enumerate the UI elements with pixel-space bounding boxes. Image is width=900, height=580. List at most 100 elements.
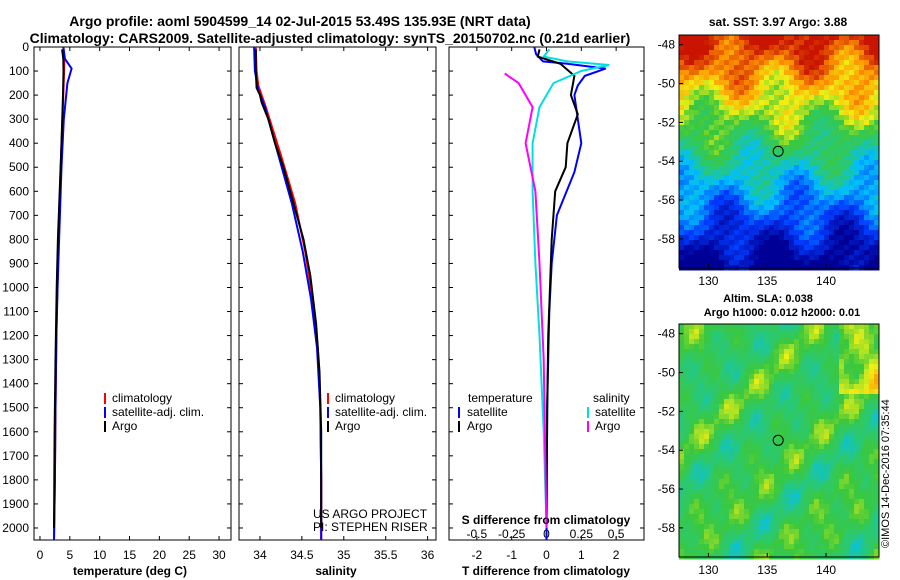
map-cell xyxy=(854,95,860,101)
map-cell xyxy=(804,125,810,131)
map-cell xyxy=(874,344,880,350)
map-cell xyxy=(819,529,825,535)
map-cell xyxy=(874,120,880,126)
map-cell xyxy=(764,85,770,91)
map-cell xyxy=(764,364,770,370)
map-cell xyxy=(854,235,860,241)
map-cell xyxy=(729,509,735,515)
map-cell xyxy=(859,235,865,241)
map-cell xyxy=(689,394,695,400)
map-cell xyxy=(709,215,715,221)
map-cell xyxy=(679,434,685,440)
map-cell xyxy=(864,195,870,201)
map-cell xyxy=(759,404,765,410)
map-cell xyxy=(694,394,700,400)
map-cell xyxy=(759,449,765,455)
map-cell xyxy=(869,354,875,360)
map-cell xyxy=(844,45,850,51)
map-cell xyxy=(804,419,810,425)
map-cell xyxy=(819,185,825,191)
map-cell xyxy=(769,85,775,91)
map-cell xyxy=(779,170,785,176)
map-cell xyxy=(739,344,745,350)
map-cell xyxy=(779,60,785,66)
map-cell xyxy=(864,70,870,76)
map-cell xyxy=(774,484,780,490)
map-cell xyxy=(824,474,830,480)
map-cell xyxy=(814,80,820,86)
map-cell xyxy=(704,205,710,211)
map-cell xyxy=(799,60,805,66)
map-cell xyxy=(729,240,735,246)
map-cell xyxy=(714,534,720,540)
map-cell xyxy=(859,369,865,375)
map-cell xyxy=(774,255,780,261)
map-cell xyxy=(704,479,710,485)
map-cell xyxy=(779,504,785,510)
map-cell xyxy=(819,105,825,111)
map-cell xyxy=(834,90,840,96)
map-cell xyxy=(714,165,720,171)
map-cell xyxy=(744,359,750,365)
map-cell xyxy=(849,55,855,61)
map-cell xyxy=(724,80,730,86)
map-cell xyxy=(864,125,870,131)
map-cell xyxy=(789,479,795,485)
map-cell xyxy=(854,434,860,440)
map-cell xyxy=(829,50,835,56)
map-cell xyxy=(874,364,880,370)
map-cell xyxy=(809,424,815,430)
map-cell xyxy=(829,215,835,221)
map-cell xyxy=(739,349,745,355)
map-cell xyxy=(779,539,785,545)
map-cell xyxy=(854,230,860,236)
map-cell xyxy=(874,459,880,465)
map-cell xyxy=(689,334,695,340)
map-cell xyxy=(849,255,855,261)
s-tick-label: 0.25 xyxy=(570,527,594,541)
map-cell xyxy=(849,499,855,505)
map-cell xyxy=(704,175,710,181)
map-cell xyxy=(874,175,880,181)
map-cell xyxy=(844,509,850,515)
map-cell xyxy=(784,150,790,156)
map-cell xyxy=(769,105,775,111)
map-cell xyxy=(759,514,765,520)
map-cell xyxy=(769,529,775,535)
map-cell xyxy=(819,494,825,500)
map-cell xyxy=(719,70,725,76)
map-cell xyxy=(774,384,780,390)
map-cell xyxy=(784,210,790,216)
map-cell xyxy=(689,509,695,515)
map-cell xyxy=(834,240,840,246)
map-cell xyxy=(724,399,730,405)
map-cell xyxy=(684,434,690,440)
map-cell xyxy=(849,504,855,510)
map-cell xyxy=(814,70,820,76)
map-cell xyxy=(754,489,760,495)
map-cell xyxy=(704,185,710,191)
map-cell xyxy=(764,454,770,460)
map-cell xyxy=(739,135,745,141)
map-cell xyxy=(769,364,775,370)
map-cell xyxy=(734,459,740,465)
map-cell xyxy=(844,379,850,385)
map-cell xyxy=(824,354,830,360)
map-cell xyxy=(784,145,790,151)
map-cell xyxy=(844,185,850,191)
map-cell xyxy=(854,35,860,41)
map-cell xyxy=(744,534,750,540)
map-cell xyxy=(764,190,770,196)
map-cell xyxy=(679,444,685,450)
map-cell xyxy=(819,60,825,66)
map-cell xyxy=(769,255,775,261)
map-cell xyxy=(749,459,755,465)
map-cell xyxy=(774,50,780,56)
map-cell xyxy=(769,50,775,56)
map-cell xyxy=(694,444,700,450)
map-cell xyxy=(789,250,795,256)
map-cell xyxy=(869,544,875,550)
map-cell xyxy=(734,245,740,251)
map-cell xyxy=(769,45,775,51)
map-cell xyxy=(779,339,785,345)
